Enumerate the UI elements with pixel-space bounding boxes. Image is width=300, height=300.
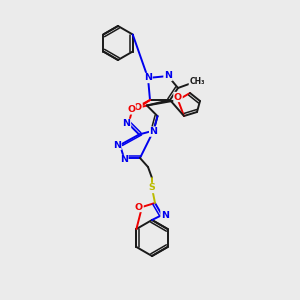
Text: N: N bbox=[164, 71, 172, 80]
Text: S: S bbox=[148, 184, 155, 193]
Text: CH₃: CH₃ bbox=[189, 77, 205, 86]
Text: N: N bbox=[150, 127, 158, 136]
Text: N: N bbox=[113, 140, 121, 149]
Text: N: N bbox=[161, 211, 169, 220]
Text: N: N bbox=[120, 155, 128, 164]
Text: O: O bbox=[135, 202, 143, 211]
Text: N: N bbox=[122, 119, 130, 128]
Text: N: N bbox=[144, 74, 152, 82]
Text: O: O bbox=[127, 105, 136, 114]
Text: O: O bbox=[134, 103, 142, 112]
Text: O: O bbox=[174, 92, 182, 101]
